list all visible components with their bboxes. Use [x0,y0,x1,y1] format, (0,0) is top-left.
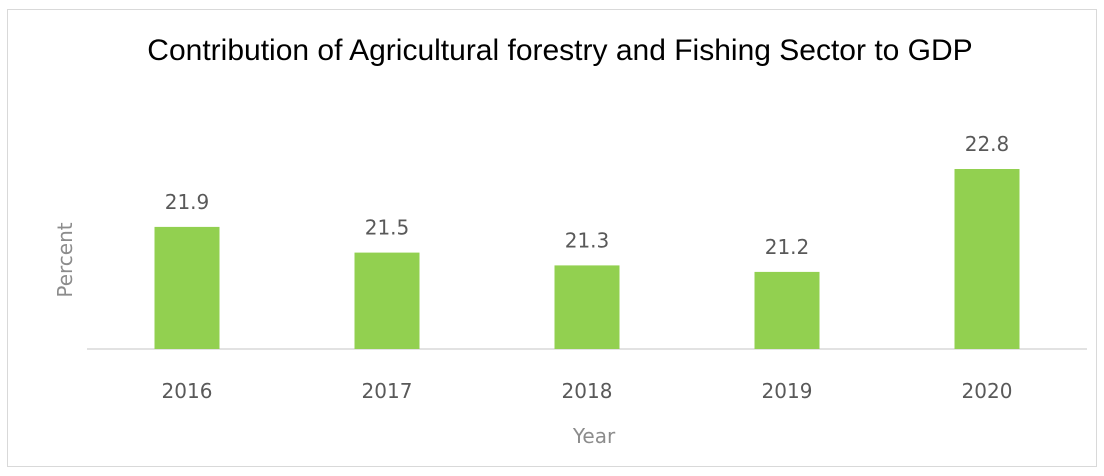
x-tick-label-2017: 2017 [362,379,413,403]
data-label-2016: 21.9 [165,190,210,214]
bar-2017 [354,252,420,349]
bar-2016 [154,226,220,349]
data-label-2020: 22.8 [965,132,1010,156]
x-tick-label-2018: 2018 [562,379,613,403]
data-label-2017: 21.5 [365,216,410,240]
x-axis-title: Year [572,424,616,448]
chart-title: Contribution of Agricultural forestry an… [147,34,973,67]
x-tick-label-2020: 2020 [962,379,1013,403]
bar-2018 [554,265,620,349]
data-label-2019: 21.2 [765,235,810,259]
bar-2019 [754,271,820,349]
x-tick-label-2019: 2019 [762,379,813,403]
x-tick-label-2016: 2016 [162,379,213,403]
bar-2020 [954,169,1020,349]
data-label-2018: 21.3 [565,228,610,252]
y-axis-title: Percent [53,222,77,297]
